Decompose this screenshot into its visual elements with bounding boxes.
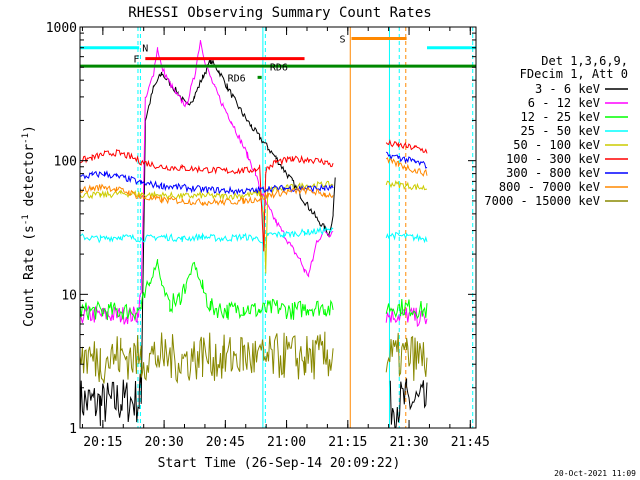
x-tick-label-2: 20:45 (206, 435, 245, 450)
series-line-0-0 (79, 57, 336, 426)
legend-label-1: 6 - 12 keV (528, 96, 600, 110)
series-line-3-1 (385, 231, 428, 244)
x-tick-label-6: 21:45 (451, 435, 490, 450)
series-line-8-0 (79, 331, 334, 384)
plot-area: NF S RD6 RD6 (79, 27, 476, 428)
legend-label-0: 3 - 6 keV (535, 82, 600, 96)
chart-title: RHESSI Observing Summary Count Rates (128, 5, 431, 21)
series-line-1-1 (385, 307, 428, 328)
series-line-1-0 (79, 40, 334, 325)
x-tick-label-4: 21:15 (328, 435, 367, 450)
series-line-2-0 (79, 259, 334, 321)
series-line-4-1 (385, 180, 428, 191)
y-tick-label-0: 1 (69, 422, 77, 437)
series-line-6-1 (385, 151, 428, 169)
series-line-0-1 (389, 378, 428, 428)
legend-label-6: 300 - 800 keV (506, 166, 600, 180)
footer-timestamp: 20-Oct-2021 11:09 (554, 469, 636, 478)
y-axis-label-sup-1: -1 (21, 214, 31, 225)
y-axis-label: Count Rate (s-1 detector-1) (21, 125, 37, 327)
series-line-7-0 (79, 183, 334, 207)
axes: 1 10 100 1000 20:15 20:30 20:45 21:00 21:15 21:30… (46, 21, 490, 450)
y-axis-label-sup-2: -1 (21, 133, 31, 144)
x-tick-label-3: 21:00 (267, 435, 306, 450)
series-line-5-1 (385, 139, 428, 154)
flag-label-2: S (339, 35, 345, 46)
annotation-rd6: RD6 (270, 63, 288, 74)
legend-label-4: 50 - 100 keV (513, 138, 600, 152)
y-tick-label-3: 1000 (46, 21, 77, 36)
y-tick-label-1: 10 (61, 288, 77, 303)
legend-label-8: 7000 - 15000 keV (484, 194, 600, 208)
y-axis-label-part-1: Count Rate (s (22, 225, 37, 327)
series-line-5-0 (79, 149, 334, 252)
flag-label-0: N (142, 44, 148, 55)
y-tick-label-2: 100 (54, 155, 77, 170)
plot-frame (79, 26, 477, 429)
legend-label-5: 100 - 300 keV (506, 152, 600, 166)
flag-label-1: F (133, 55, 139, 66)
series-line-3-0 (79, 225, 334, 248)
series-line-8-1 (385, 332, 428, 381)
legend-header-1: FDecim 1, Att 0 (520, 67, 628, 81)
legend-label-3: 25 - 50 keV (521, 124, 600, 138)
series-line-4-0 (79, 180, 334, 274)
legend-label-2: 12 - 25 keV (521, 110, 600, 124)
flag-label-4: RD6 (228, 73, 246, 84)
x-axis-label: Start Time (26-Sep-14 20:09:22) (158, 456, 401, 471)
legend-label-7: 800 - 7000 keV (499, 180, 600, 194)
y-axis-label-part-3: ) (22, 125, 37, 133)
series-line-7-1 (385, 156, 428, 177)
x-tick-label-5: 21:30 (389, 435, 428, 450)
series-line-6-0 (79, 170, 334, 196)
x-tick-label-1: 20:30 (145, 435, 184, 450)
legend-header-0: Det 1,3,6,9, (541, 54, 628, 68)
series-line-2-1 (385, 298, 428, 320)
x-tick-label-0: 20:15 (83, 435, 122, 450)
y-axis-label-part-2: detector (22, 144, 37, 215)
